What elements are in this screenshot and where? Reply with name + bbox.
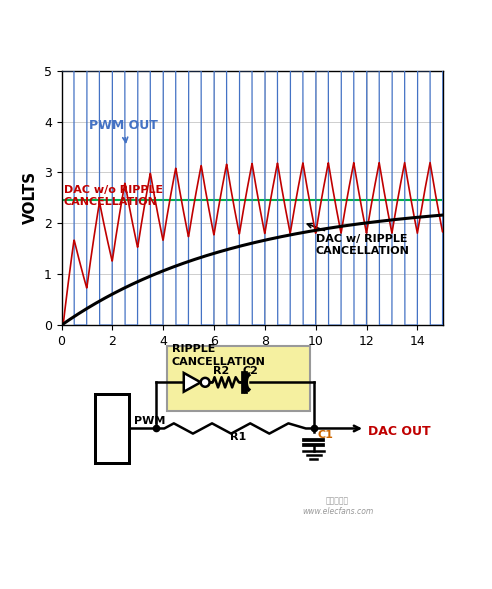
- FancyBboxPatch shape: [167, 346, 310, 411]
- Text: R1: R1: [230, 432, 246, 442]
- Text: RIPPLE: RIPPLE: [172, 343, 215, 353]
- Text: C1: C1: [318, 430, 334, 440]
- Text: R2: R2: [213, 366, 229, 376]
- Text: 电子发烧友
www.elecfans.com: 电子发烧友 www.elecfans.com: [302, 497, 373, 516]
- Text: C2: C2: [243, 366, 259, 376]
- Text: PWM OUT: PWM OUT: [90, 119, 158, 143]
- Y-axis label: VOLTS: VOLTS: [23, 171, 38, 224]
- Text: DAC w/o RIPPLE
CANCELLATION: DAC w/o RIPPLE CANCELLATION: [63, 185, 163, 207]
- Circle shape: [201, 378, 210, 387]
- X-axis label: PWM Cycles: PWM Cycles: [201, 353, 304, 368]
- Text: DAC w/ RIPPLE
CANCELLATION: DAC w/ RIPPLE CANCELLATION: [308, 223, 409, 256]
- Text: PWM: PWM: [134, 416, 166, 426]
- FancyBboxPatch shape: [95, 394, 129, 463]
- Text: DAC OUT: DAC OUT: [369, 425, 431, 438]
- Text: CANCELLATION: CANCELLATION: [172, 357, 266, 367]
- Polygon shape: [184, 373, 201, 392]
